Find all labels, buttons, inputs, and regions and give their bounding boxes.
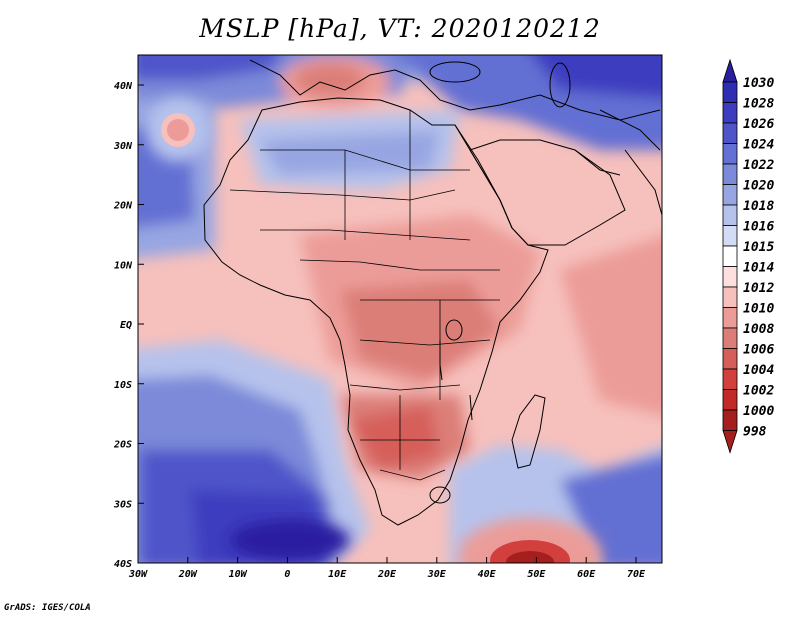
- credit-text: GrADS: IGES/COLA: [4, 603, 91, 613]
- coastlines: [203, 59, 662, 526]
- lat-tick-label: 40S: [114, 559, 132, 570]
- colorbar-label: 1014: [743, 261, 774, 276]
- colorbar-swatch: [722, 225, 738, 247]
- colorbar-label: 1016: [743, 220, 774, 235]
- colorbar-label: 1006: [743, 343, 774, 358]
- colorbar-label: 1024: [743, 138, 774, 153]
- longitude-axis: 30W 20W 10W 0 10E 20E 30E 40E 50E 60E 70E: [128, 557, 646, 580]
- colorbar-swatch: [722, 204, 738, 226]
- colorbar-label: 1004: [743, 363, 774, 378]
- lat-tick-label: 10N: [114, 260, 133, 271]
- colorbar-label: 1022: [743, 158, 774, 173]
- colorbar-label: 1015: [743, 240, 774, 255]
- colorbar-label: 1002: [743, 384, 774, 399]
- lon-tick-label: 40E: [478, 569, 497, 580]
- lon-tick-label: 0: [284, 569, 290, 580]
- colorbar-swatch: [722, 245, 738, 267]
- colorbar-bottom-triangle: [722, 430, 738, 454]
- lon-tick-label: 20W: [178, 569, 198, 580]
- colorbar-swatch: [722, 286, 738, 308]
- colorbar-label: 998: [743, 425, 767, 440]
- lon-tick-label: 30W: [128, 569, 148, 580]
- colorbar-label: 1020: [743, 179, 774, 194]
- colorbar-label: 1012: [743, 281, 774, 296]
- colorbar-top-triangle: [722, 58, 738, 83]
- colorbar-label: 1008: [743, 322, 774, 337]
- colorbar-label: 1028: [743, 97, 774, 112]
- colorbar-swatch: [722, 389, 738, 411]
- colorbar-swatch: [722, 368, 738, 390]
- colorbar: 1030 1028 1026 1024 1022 1020 1018 1016 1015 1014…: [722, 58, 774, 454]
- map-title: MSLP [hPa], VT: 2020120212: [199, 14, 601, 43]
- lat-tick-label: 10S: [114, 380, 132, 391]
- colorbar-label: 1026: [743, 117, 774, 132]
- lat-tick-label: 40N: [114, 81, 133, 92]
- lat-tick-label: EQ: [120, 320, 132, 331]
- lat-tick-label: 30N: [113, 141, 133, 152]
- lon-tick-label: 70E: [627, 569, 646, 580]
- colorbar-swatch: [722, 122, 738, 144]
- colorbar-swatch: [722, 102, 738, 124]
- colorbar-swatch: [722, 81, 738, 103]
- lon-tick-label: 10E: [328, 569, 347, 580]
- lon-tick-label: 30E: [427, 569, 447, 580]
- colorbar-swatch: [722, 163, 738, 185]
- colorbar-label: 1018: [743, 199, 774, 214]
- lon-tick-label: 60E: [577, 569, 596, 580]
- colorbar-label: 1010: [743, 302, 774, 317]
- lat-tick-label: 20S: [113, 440, 132, 451]
- colorbar-swatch: [722, 327, 738, 349]
- pressure-field: [138, 55, 662, 563]
- lon-tick-label: 20E: [377, 569, 397, 580]
- lon-tick-label: 10W: [229, 569, 248, 580]
- map-frame: [137, 54, 663, 564]
- colorbar-swatch: [722, 266, 738, 288]
- colorbar-swatch: [722, 307, 738, 329]
- colorbar-swatch: [722, 348, 738, 370]
- colorbar-label: 1000: [743, 404, 774, 419]
- colorbar-swatch: [722, 143, 738, 165]
- colorbar-swatch: [722, 409, 738, 431]
- lat-tick-label: 20N: [113, 201, 133, 212]
- lat-tick-label: 30S: [113, 499, 132, 510]
- colorbar-label: 1030: [743, 76, 774, 91]
- colorbar-swatch: [722, 184, 738, 206]
- latitude-axis: 40N 30N 20N 10N EQ 10S 20S 30S 40S: [113, 81, 144, 570]
- lon-tick-label: 50E: [527, 569, 546, 580]
